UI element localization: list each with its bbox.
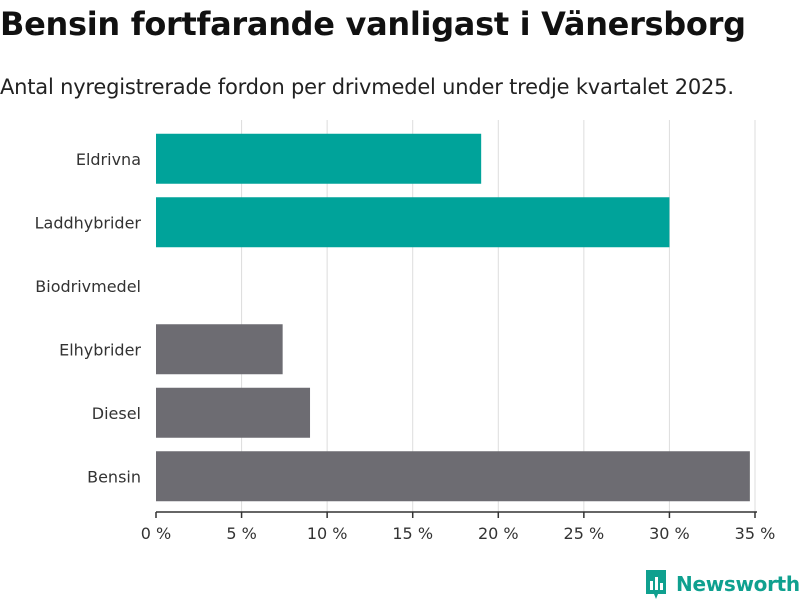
newsworthy-chart-icon: [646, 570, 666, 599]
bar-bensin: [156, 451, 750, 502]
category-label: Biodrivmedel: [35, 277, 141, 296]
x-tick-label: 10 %: [307, 524, 348, 543]
category-label: Bensin: [87, 467, 141, 486]
x-tick-label: 30 %: [649, 524, 690, 543]
chart-title: Bensin fortfarande vanligast i Vänersbor…: [0, 5, 746, 43]
x-tick-label: 35 %: [735, 524, 776, 543]
category-label: Eldrivna: [76, 150, 141, 169]
chart-subtitle: Antal nyregistrerade fordon per drivmede…: [0, 75, 734, 99]
bar-elhybrider: [156, 324, 283, 375]
bar-laddhybrider: [156, 197, 670, 248]
x-tick-label: 0 %: [141, 524, 171, 543]
bar-diesel: [156, 387, 311, 438]
bar-chart: Eldrivna Laddhybrider Biodrivmedel Elhybrid…: [35, 120, 776, 543]
logo-text: Newsworthy: [676, 572, 800, 596]
category-label: Diesel: [92, 404, 141, 423]
category-label: Laddhybrider: [35, 213, 142, 232]
x-tick-label: 20 %: [478, 524, 519, 543]
x-tick-label: 15 %: [392, 524, 433, 543]
bar-eldrivna: [156, 133, 482, 184]
category-label: Elhybrider: [59, 340, 141, 359]
x-tick-label: 25 %: [564, 524, 605, 543]
newsworthy-logo: Newsworthy: [644, 568, 800, 600]
x-tick-label: 5 %: [226, 524, 256, 543]
